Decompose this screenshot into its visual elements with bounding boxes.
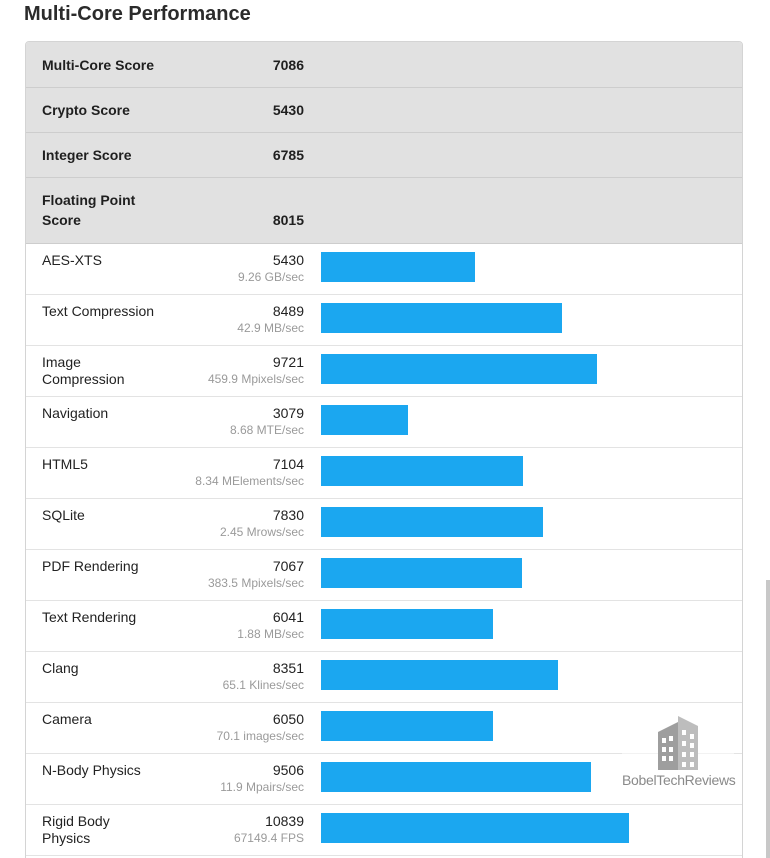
benchmark-rate: 65.1 Klines/sec <box>222 678 304 692</box>
benchmark-name: Navigation <box>42 405 109 421</box>
summary-value: 8015 <box>272 212 304 228</box>
benchmark-rate: 8.34 MElements/sec <box>195 474 304 488</box>
benchmark-rate: 70.1 images/sec <box>216 729 304 743</box>
watermark-text: BobelTechReviews <box>622 772 736 788</box>
benchmark-rate: 11.9 Mpairs/sec <box>220 780 304 794</box>
benchmark-score: 6041 <box>272 609 304 625</box>
benchmark-name: Text Rendering <box>42 609 137 625</box>
page-title: Multi-Core Performance <box>24 3 251 25</box>
benchmark-rate: 42.9 MB/sec <box>237 321 304 335</box>
summary-row-integer: Integer Score 6785 <box>26 133 742 178</box>
benchmark-score: 8351 <box>272 660 304 676</box>
benchmark-bar <box>321 558 522 588</box>
benchmark-score: 10839 <box>265 813 304 829</box>
benchmark-row: Text Rendering 6041 1.88 MB/sec <box>26 601 742 652</box>
benchmark-row: Text Compression 8489 42.9 MB/sec <box>26 295 742 346</box>
benchmark-name: Rigid Body Physics <box>42 813 110 846</box>
watermark: BobelTechReviews <box>622 716 736 796</box>
benchmark-score: 8489 <box>272 303 304 319</box>
summary-label: Multi-Core Score <box>42 57 155 73</box>
benchmark-bar <box>321 762 591 792</box>
benchmark-score: 7830 <box>272 507 304 523</box>
summary-row-crypto: Crypto Score 5430 <box>26 88 742 133</box>
benchmark-name: Image Compression <box>42 354 125 387</box>
benchmark-score: 7104 <box>272 456 304 472</box>
benchmark-bar <box>321 354 597 384</box>
summary-row-multi-core: Multi-Core Score 7086 <box>26 42 742 88</box>
benchmark-name: Text Compression <box>42 303 155 319</box>
benchmark-rate: 459.9 Mpixels/sec <box>207 372 304 386</box>
summary-row-floating-point: Floating Point Score 8015 <box>26 178 742 244</box>
summary-label: Floating Point Score <box>42 192 136 228</box>
benchmark-bar <box>321 609 493 639</box>
benchmark-row: Navigation 3079 8.68 MTE/sec <box>26 397 742 448</box>
benchmark-score: 5430 <box>272 252 304 268</box>
benchmark-score: 6050 <box>272 711 304 727</box>
benchmark-rate: 67149.4 FPS <box>233 831 304 845</box>
benchmark-rate: 8.68 MTE/sec <box>229 423 304 437</box>
building-logo-icon <box>658 716 698 770</box>
benchmark-bar <box>321 711 493 741</box>
summary-label: Integer Score <box>42 147 132 163</box>
benchmark-name: Clang <box>42 660 79 676</box>
benchmark-name: SQLite <box>42 507 85 523</box>
benchmark-name: Camera <box>42 711 92 727</box>
benchmark-bar <box>321 813 629 843</box>
benchmark-score: 7067 <box>272 558 304 574</box>
benchmark-row: Clang 8351 65.1 Klines/sec <box>26 652 742 703</box>
benchmark-row: AES-XTS 5430 9.26 GB/sec <box>26 244 742 295</box>
benchmark-score: 3079 <box>272 405 304 421</box>
benchmark-row: SQLite 7830 2.45 Mrows/sec <box>26 499 742 550</box>
benchmark-name: AES-XTS <box>42 252 102 268</box>
benchmark-row: HTML5 7104 8.34 MElements/sec <box>26 448 742 499</box>
benchmark-rate: 1.88 MB/sec <box>237 627 304 641</box>
benchmark-bar <box>321 405 408 435</box>
summary-value: 7086 <box>272 57 304 73</box>
summary-value: 5430 <box>272 102 304 118</box>
benchmark-name: PDF Rendering <box>42 558 139 574</box>
benchmark-rate: 2.45 Mrows/sec <box>219 525 304 539</box>
benchmark-rate: 383.5 Mpixels/sec <box>207 576 304 590</box>
benchmark-name: HTML5 <box>42 456 88 472</box>
benchmark-name: N-Body Physics <box>42 762 141 778</box>
summary-label: Crypto Score <box>42 102 130 118</box>
summary-value: 6785 <box>272 147 304 163</box>
benchmark-score: 9506 <box>272 762 304 778</box>
benchmark-bar <box>321 660 558 690</box>
benchmark-bar <box>321 303 562 333</box>
benchmark-rate: 9.26 GB/sec <box>237 270 304 284</box>
benchmark-row: Rigid Body Physics 10839 67149.4 FPS <box>26 805 742 856</box>
benchmark-row: PDF Rendering 7067 383.5 Mpixels/sec <box>26 550 742 601</box>
benchmark-bar <box>321 507 543 537</box>
benchmark-bar <box>321 252 475 282</box>
benchmark-score: 9721 <box>272 354 304 370</box>
benchmark-bar <box>321 456 523 486</box>
benchmark-row: Image Compression 9721 459.9 Mpixels/sec <box>26 346 742 397</box>
scrollbar[interactable] <box>766 580 770 858</box>
